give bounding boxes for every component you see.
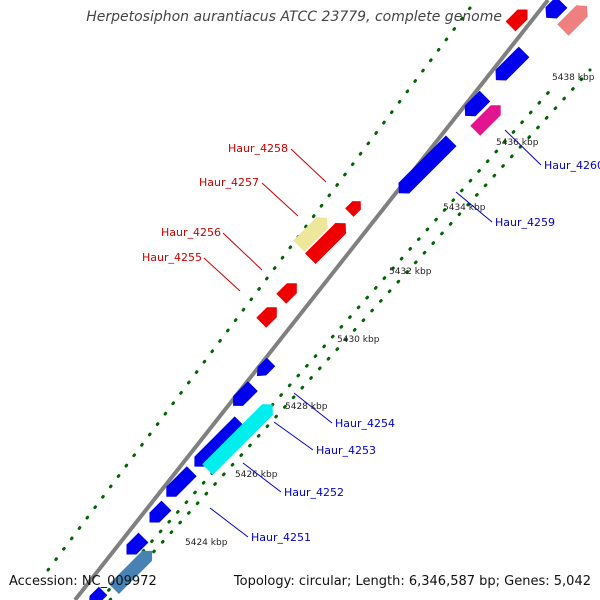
gene-label[interactable]: Haur_4255 bbox=[142, 251, 202, 264]
gene-arrow[interactable] bbox=[256, 357, 276, 377]
gene-label[interactable]: Haur_4256 bbox=[161, 226, 221, 239]
gene-arrow[interactable] bbox=[557, 5, 588, 36]
scale-tick-label: 5430 kbp bbox=[337, 335, 380, 345]
gene-leader-line bbox=[209, 507, 249, 538]
gene-arrow[interactable] bbox=[464, 90, 491, 117]
gene-arrow[interactable] bbox=[109, 550, 153, 594]
map-title: Herpetosiphon aurantiacus ATCC 23779, co… bbox=[86, 9, 502, 25]
gene-arrow[interactable] bbox=[149, 500, 172, 523]
scale-tick-label: 5428 kbp bbox=[285, 402, 328, 412]
gene-arrow[interactable] bbox=[126, 532, 149, 555]
scale-tick-label: 5434 kbp bbox=[443, 203, 486, 213]
gene-arrow[interactable] bbox=[256, 307, 277, 328]
gene-arrow[interactable] bbox=[166, 466, 197, 497]
scale-tick-label: 5424 kbp bbox=[185, 538, 228, 548]
accession-text: Accession: NC_009972 bbox=[9, 574, 157, 589]
gene-label[interactable]: Haur_4253 bbox=[316, 444, 376, 457]
gene-arrow[interactable] bbox=[233, 381, 258, 406]
gene-leader-line bbox=[504, 129, 542, 166]
outer-dotted-track bbox=[46, 6, 472, 572]
gene-arrow[interactable] bbox=[89, 586, 108, 600]
gene-leader-line bbox=[261, 182, 299, 217]
gene-leader-line bbox=[273, 421, 314, 451]
gene-arrow[interactable] bbox=[293, 217, 328, 252]
gene-arrow[interactable] bbox=[276, 283, 297, 304]
gene-arrow[interactable] bbox=[194, 416, 245, 467]
gene-arrow[interactable] bbox=[545, 0, 568, 19]
gene-arrow[interactable] bbox=[470, 105, 501, 136]
gene-label[interactable]: Haur_4259 bbox=[495, 216, 555, 229]
gene-label[interactable]: Haur_4258 bbox=[228, 142, 288, 155]
gene-label[interactable]: Haur_4260 bbox=[544, 159, 600, 172]
inner-dotted-track bbox=[98, 83, 557, 600]
gene-label[interactable]: Haur_4252 bbox=[284, 486, 344, 499]
gene-leader-line bbox=[290, 148, 327, 183]
gene-leader-line bbox=[293, 392, 333, 424]
scale-tick-label: 5438 kbp bbox=[552, 73, 595, 83]
inner-dotted-track-2 bbox=[108, 68, 592, 600]
gene-leader-line bbox=[242, 462, 282, 493]
genome-backbone bbox=[73, 0, 550, 600]
gene-arrow[interactable] bbox=[345, 201, 361, 217]
gene-arrow[interactable] bbox=[305, 223, 346, 264]
gene-label[interactable]: Haur_4254 bbox=[335, 417, 395, 430]
gene-leader-line bbox=[203, 257, 241, 292]
scale-tick-label: 5426 kbp bbox=[235, 470, 278, 480]
scale-tick-label: 5436 kbp bbox=[496, 138, 539, 148]
gene-arrow[interactable] bbox=[398, 135, 457, 194]
gene-leader-line bbox=[222, 232, 263, 271]
gene-arrow[interactable] bbox=[505, 9, 528, 32]
gene-arrow[interactable] bbox=[202, 404, 273, 475]
topology-text: Topology: circular; Length: 6,346,587 bp… bbox=[233, 574, 591, 589]
scale-tick-label: 5432 kbp bbox=[389, 267, 432, 277]
gene-arrow[interactable] bbox=[495, 46, 530, 81]
gene-label[interactable]: Haur_4251 bbox=[251, 531, 311, 544]
gene-label[interactable]: Haur_4257 bbox=[199, 176, 259, 189]
gene-leader-line bbox=[455, 191, 493, 223]
